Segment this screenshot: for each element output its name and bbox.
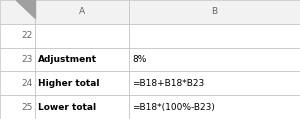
Bar [129,48,300,71]
Bar [129,71,300,95]
Bar [0,48,35,71]
Bar [0,95,35,119]
Bar [0,24,35,48]
Bar [35,24,129,48]
Text: =B18+B18*B23: =B18+B18*B23 [132,79,205,88]
Polygon shape [16,0,35,18]
Bar [129,0,300,24]
Text: 23: 23 [22,55,33,64]
Text: A: A [79,7,85,16]
Text: 8%: 8% [132,55,147,64]
Bar [35,48,129,71]
Bar [129,95,300,119]
Text: 25: 25 [22,103,33,112]
Bar [0,71,35,95]
Text: B: B [212,7,218,16]
Text: Higher total: Higher total [38,79,100,88]
Text: Adjustment: Adjustment [38,55,98,64]
Bar [0,0,35,24]
Text: 24: 24 [22,79,33,88]
Text: Lower total: Lower total [38,103,97,112]
Text: =B18*(100%-B23): =B18*(100%-B23) [132,103,215,112]
Bar [129,24,300,48]
Bar [35,95,129,119]
Bar [35,0,129,24]
Bar [35,71,129,95]
Text: 22: 22 [22,31,33,40]
